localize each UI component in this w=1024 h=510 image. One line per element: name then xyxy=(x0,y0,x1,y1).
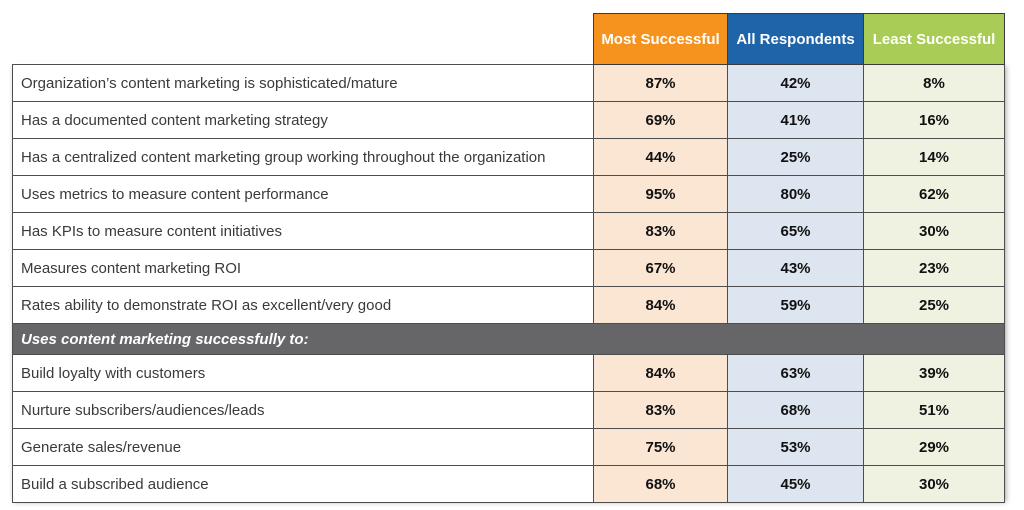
table-row: Rates ability to demonstrate ROI as exce… xyxy=(12,286,1005,324)
row-label: Organization’s content marketing is soph… xyxy=(12,64,594,102)
column-header-all-respondents: All Respondents xyxy=(727,13,864,65)
value-all-respondents: 41% xyxy=(727,101,864,139)
column-header-row: Most Successful All Respondents Least Su… xyxy=(13,13,1005,65)
table-row: Nurture subscribers/audiences/leads 83% … xyxy=(12,391,1005,429)
value-all-respondents: 42% xyxy=(727,64,864,102)
row-label: Has KPIs to measure content initiatives xyxy=(12,212,594,250)
row-label: Build loyalty with customers xyxy=(12,354,594,392)
value-least-successful: 14% xyxy=(863,138,1005,176)
table-row: Build a subscribed audience 68% 45% 30% xyxy=(12,465,1005,503)
value-least-successful: 29% xyxy=(863,428,1005,466)
value-least-successful: 51% xyxy=(863,391,1005,429)
value-all-respondents: 80% xyxy=(727,175,864,213)
table-row: Has a documented content marketing strat… xyxy=(12,101,1005,139)
value-most-successful: 44% xyxy=(593,138,728,176)
table-row: Has KPIs to measure content initiatives … xyxy=(12,212,1005,250)
section-header-label: Uses content marketing successfully to: xyxy=(12,323,1005,355)
row-label: Nurture subscribers/audiences/leads xyxy=(12,391,594,429)
row-label: Rates ability to demonstrate ROI as exce… xyxy=(12,286,594,324)
value-most-successful: 95% xyxy=(593,175,728,213)
row-label: Measures content marketing ROI xyxy=(12,249,594,287)
value-least-successful: 25% xyxy=(863,286,1005,324)
value-all-respondents: 43% xyxy=(727,249,864,287)
value-most-successful: 83% xyxy=(593,391,728,429)
value-most-successful: 69% xyxy=(593,101,728,139)
value-least-successful: 30% xyxy=(863,465,1005,503)
table-row: Organization’s content marketing is soph… xyxy=(12,64,1005,102)
value-most-successful: 87% xyxy=(593,64,728,102)
table-row: Generate sales/revenue 75% 53% 29% xyxy=(12,428,1005,466)
value-all-respondents: 63% xyxy=(727,354,864,392)
column-header-most-successful: Most Successful xyxy=(593,13,728,65)
table-row: Build loyalty with customers 84% 63% 39% xyxy=(12,354,1005,392)
value-most-successful: 84% xyxy=(593,354,728,392)
value-most-successful: 68% xyxy=(593,465,728,503)
row-label: Has a centralized content marketing grou… xyxy=(12,138,594,176)
row-label: Generate sales/revenue xyxy=(12,428,594,466)
value-least-successful: 16% xyxy=(863,101,1005,139)
table-row: Measures content marketing ROI 67% 43% 2… xyxy=(12,249,1005,287)
table-row: Uses metrics to measure content performa… xyxy=(12,175,1005,213)
value-least-successful: 8% xyxy=(863,64,1005,102)
column-header-least-successful: Least Successful xyxy=(863,13,1005,65)
row-label: Has a documented content marketing strat… xyxy=(12,101,594,139)
value-most-successful: 75% xyxy=(593,428,728,466)
value-least-successful: 30% xyxy=(863,212,1005,250)
value-least-successful: 62% xyxy=(863,175,1005,213)
value-all-respondents: 59% xyxy=(727,286,864,324)
value-all-respondents: 68% xyxy=(727,391,864,429)
value-most-successful: 83% xyxy=(593,212,728,250)
value-all-respondents: 53% xyxy=(727,428,864,466)
value-least-successful: 39% xyxy=(863,354,1005,392)
header-spacer xyxy=(13,14,594,65)
row-label: Uses metrics to measure content performa… xyxy=(12,175,594,213)
content-marketing-comparison-table: Most Successful All Respondents Least Su… xyxy=(12,13,1005,503)
section-header-row: Uses content marketing successfully to: xyxy=(12,323,1005,355)
row-label: Build a subscribed audience xyxy=(12,465,594,503)
value-least-successful: 23% xyxy=(863,249,1005,287)
table-row: Has a centralized content marketing grou… xyxy=(12,138,1005,176)
value-most-successful: 67% xyxy=(593,249,728,287)
value-all-respondents: 65% xyxy=(727,212,864,250)
value-most-successful: 84% xyxy=(593,286,728,324)
value-all-respondents: 25% xyxy=(727,138,864,176)
value-all-respondents: 45% xyxy=(727,465,864,503)
